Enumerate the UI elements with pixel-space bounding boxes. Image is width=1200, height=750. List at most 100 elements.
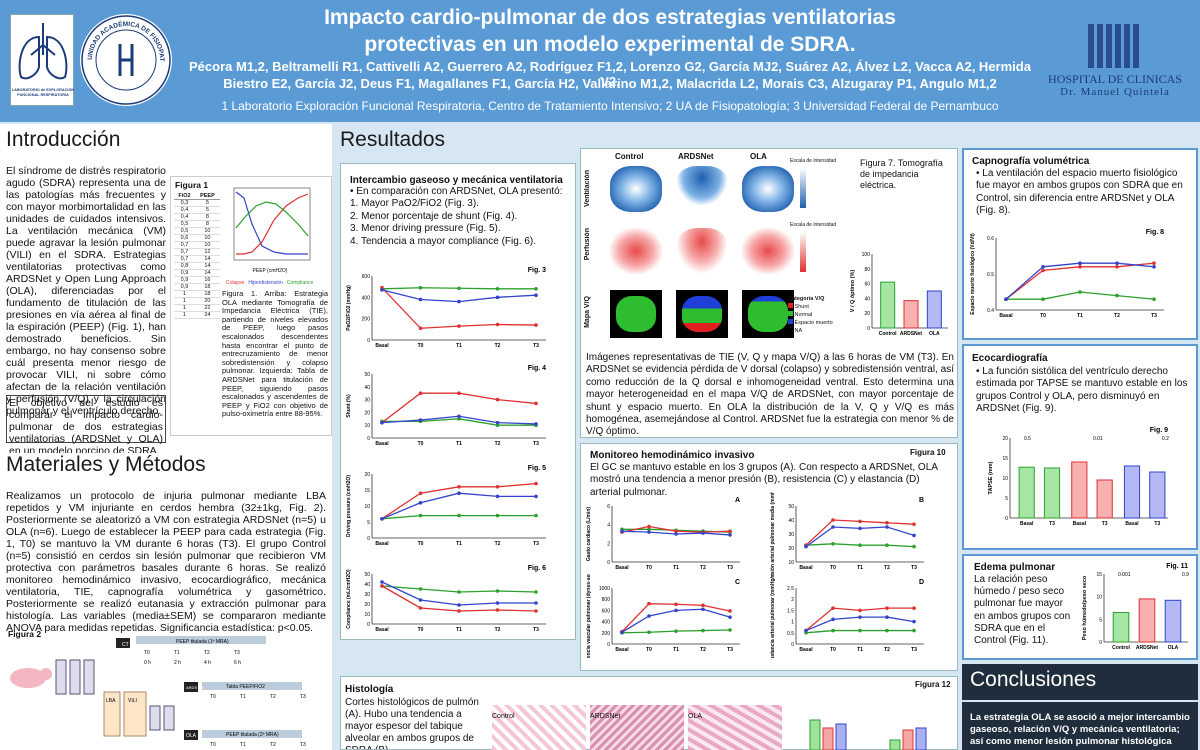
fig1-table-row: 0,6 10	[174, 234, 220, 242]
data-point	[647, 630, 651, 635]
fig1-table-cell: 18	[194, 290, 220, 298]
tie-col: OLA	[750, 152, 767, 161]
x-tick-label: T2	[495, 627, 501, 633]
intro-heading: Introducción	[6, 128, 121, 152]
data-point	[728, 615, 732, 619]
y-tick-label: 30	[364, 592, 370, 598]
data-point	[457, 417, 461, 421]
data-point	[495, 485, 500, 489]
y-axis-label: Espacio muerto fisiológico (Vd/Vt)	[970, 233, 976, 315]
data-point	[380, 584, 384, 588]
data-point	[647, 614, 651, 618]
data-point	[620, 630, 624, 635]
fig9-chart: 0 5 10 15 20 TAPSE (mm) Fig. 9 Basal T3 Basal T3 Ba…	[988, 427, 1169, 527]
chart-title: Fig. 5	[528, 465, 546, 472]
data-point	[418, 598, 423, 602]
x-tick-label: T1	[456, 441, 462, 447]
histo-title: Histología	[345, 684, 394, 695]
histo-image-control: Control	[492, 705, 586, 750]
x-tick-label: ARDSNet	[1136, 645, 1159, 651]
data-point	[728, 609, 732, 613]
fig1-table-cell: 5	[194, 199, 220, 207]
data-point	[885, 628, 889, 633]
y-tick-label: 0	[367, 536, 370, 542]
bar	[1018, 466, 1035, 519]
bar	[903, 300, 919, 329]
objective-box: El objetivo del estudio es comparar el i…	[6, 395, 166, 457]
poster-title-line1: Impacto cardio-pulmonar de dos estrategi…	[324, 6, 896, 29]
y-tick-label: 200	[602, 631, 611, 637]
data-point	[418, 326, 423, 331]
y-tick-label: 400	[602, 620, 611, 626]
capno-text: • La ventilación del espacio muerto fisi…	[976, 168, 1183, 217]
data-point	[1152, 297, 1156, 301]
fig1-table-row: 0,9 18	[174, 283, 220, 291]
tie-scale-blue	[800, 168, 806, 208]
x-tick-label: T3	[727, 565, 733, 571]
p-value-label: 0.01	[1093, 436, 1103, 442]
x-tick-label: T2	[495, 343, 501, 349]
y-tick-label: 0	[367, 338, 370, 344]
tie-text: Imágenes representativas de TIE (V, Q y …	[586, 352, 954, 438]
bar	[1164, 599, 1182, 643]
x-tick-label: T3	[1154, 521, 1160, 527]
x-tick-label: Basal	[1020, 521, 1034, 527]
fig1-table-cell: 10	[194, 227, 220, 235]
series-line-ardsnet	[381, 482, 537, 520]
y-tick-label: 600	[602, 608, 611, 614]
fig1-table-cell: 0,9	[174, 283, 195, 291]
tie-vq-ardsnet	[676, 290, 728, 338]
x-tick-label: T3	[1049, 521, 1055, 527]
tie-col: Control	[615, 152, 644, 161]
x-tick-label: T3	[911, 647, 917, 653]
fig1-caption: Figura 1. Arriba: Estrategia OLA mediant…	[222, 290, 328, 419]
bar	[1112, 612, 1130, 643]
bar	[1123, 465, 1141, 519]
lungs-icon: LABORATORIO de EXPLORACIÓN FUNCIONAL RES…	[12, 23, 74, 97]
series-line-ardsnet	[381, 287, 537, 329]
x-tick-label: T2	[495, 441, 501, 447]
tie-vq-control	[610, 290, 662, 338]
fig1-table-cell: 1	[174, 304, 195, 312]
y-axis-label: PaO2/FiO2 (mmHg)	[346, 285, 352, 331]
fig2-label: 6 h	[234, 660, 241, 666]
y-tick-label: 15	[1002, 456, 1008, 462]
y-tick-label: 20	[788, 546, 794, 552]
fig2-label: T2	[204, 650, 210, 656]
series-line-ardsnet	[805, 519, 915, 546]
fig1-table-cell: 8	[194, 213, 220, 221]
tie-vq-ola	[742, 290, 794, 338]
p-value-label: 0.001	[1118, 572, 1131, 578]
data-point	[495, 494, 500, 499]
fig1-table: FiO2 PEEP 0,3 5 0,4 5 0,4 8 0,5 8 0,5 10 0,6 10 0,7 10…	[174, 193, 220, 319]
data-point	[885, 521, 889, 525]
data-point	[457, 491, 461, 495]
fig1-table-row: 0,8 14	[174, 262, 220, 270]
x-tick-label: T1	[857, 565, 863, 571]
edema-text: La relación peso húmedo / peso seco pulm…	[974, 574, 1071, 647]
fig2-label: T0	[210, 694, 216, 700]
data-point	[534, 481, 538, 486]
fig2-label: Tabla PEEP/FiO2	[226, 684, 265, 690]
data-point	[728, 529, 732, 533]
data-point	[728, 628, 732, 632]
fig1-table-cell: 14	[194, 269, 220, 277]
x-tick-label: T1	[673, 647, 679, 653]
y-axis-label: Resistencia vascular pulmonar (dynes-sec…	[586, 574, 592, 658]
fig1-table-cell: 0,9	[174, 269, 195, 277]
chart-title: C	[735, 579, 740, 586]
data-point	[701, 603, 705, 608]
bar	[1138, 598, 1156, 643]
data-point	[457, 590, 461, 594]
hospital-logo	[1040, 20, 1190, 102]
fig2-label: LBA	[106, 698, 116, 704]
data-point	[457, 485, 461, 489]
echo-title: Ecocardiografía	[972, 353, 1048, 364]
fig1-table-row: 0,7 14	[174, 255, 220, 263]
capno-title: Capnografía volumétrica	[972, 156, 1090, 167]
y-tick-label: 0.5	[787, 631, 794, 637]
fig1-table-row: 1 20	[174, 297, 220, 305]
affiliations: 1 Laboratorio Exploración Funcional Resp…	[221, 99, 999, 113]
fig1-table-cell: 0,7	[174, 255, 195, 263]
hemo-title: Monitoreo hemodinámico invasivo	[590, 450, 755, 461]
